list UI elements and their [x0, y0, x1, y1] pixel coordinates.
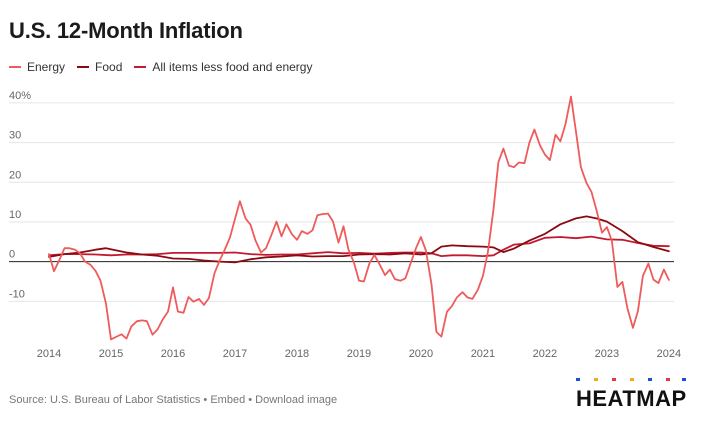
chart-title: U.S. 12-Month Inflation — [9, 18, 243, 43]
y-tick-label: 0 — [9, 249, 15, 261]
x-tick-label: 2014 — [37, 348, 61, 360]
x-tick-label: 2023 — [595, 348, 619, 360]
x-tick-label: 2024 — [657, 348, 681, 360]
legend-item-core[interactable]: All items less food and energy — [134, 60, 312, 74]
x-tick-label: 2017 — [223, 348, 247, 360]
y-tick-label: 20 — [9, 169, 21, 181]
brand-wordmark: HEATMAP — [576, 386, 687, 411]
brand-logo: HEATMAP — [576, 378, 688, 414]
legend-swatch-core — [134, 66, 147, 68]
legend-swatch-food — [77, 66, 90, 68]
y-tick-label: 40% — [9, 90, 31, 102]
x-tick-label: 2021 — [471, 348, 495, 360]
x-tick-label: 2015 — [99, 348, 123, 360]
series-line-food — [48, 215, 670, 264]
brand-dots-icon — [576, 378, 686, 381]
legend-item-food[interactable]: Food — [77, 60, 122, 74]
x-tick-label: 2022 — [533, 348, 557, 360]
y-tick-label: 10 — [9, 209, 21, 221]
x-tick-label: 2020 — [409, 348, 433, 360]
x-tick-label: 2019 — [347, 348, 371, 360]
legend-swatch-energy — [9, 66, 21, 68]
y-tick-label: -10 — [9, 288, 25, 300]
line-chart: -10 0 10 20 30 40% 2014 2015 2016 2017 2018 2019 202… — [9, 90, 681, 360]
legend-label-energy: Energy — [27, 60, 66, 74]
series-line-core — [48, 235, 670, 258]
series-line-energy — [48, 95, 670, 341]
legend-label-core: All items less food and energy — [152, 60, 313, 74]
legend-item-energy[interactable]: Energy — [9, 60, 65, 74]
x-tick-label: 2018 — [285, 348, 309, 360]
legend-label-food: Food — [95, 60, 123, 74]
source-footer[interactable]: Source: U.S. Bureau of Labor Statistics … — [9, 394, 338, 406]
chart-legend: Energy Food All items less food and ener… — [9, 60, 324, 74]
y-tick-label: 30 — [9, 130, 21, 142]
x-tick-label: 2016 — [161, 348, 185, 360]
